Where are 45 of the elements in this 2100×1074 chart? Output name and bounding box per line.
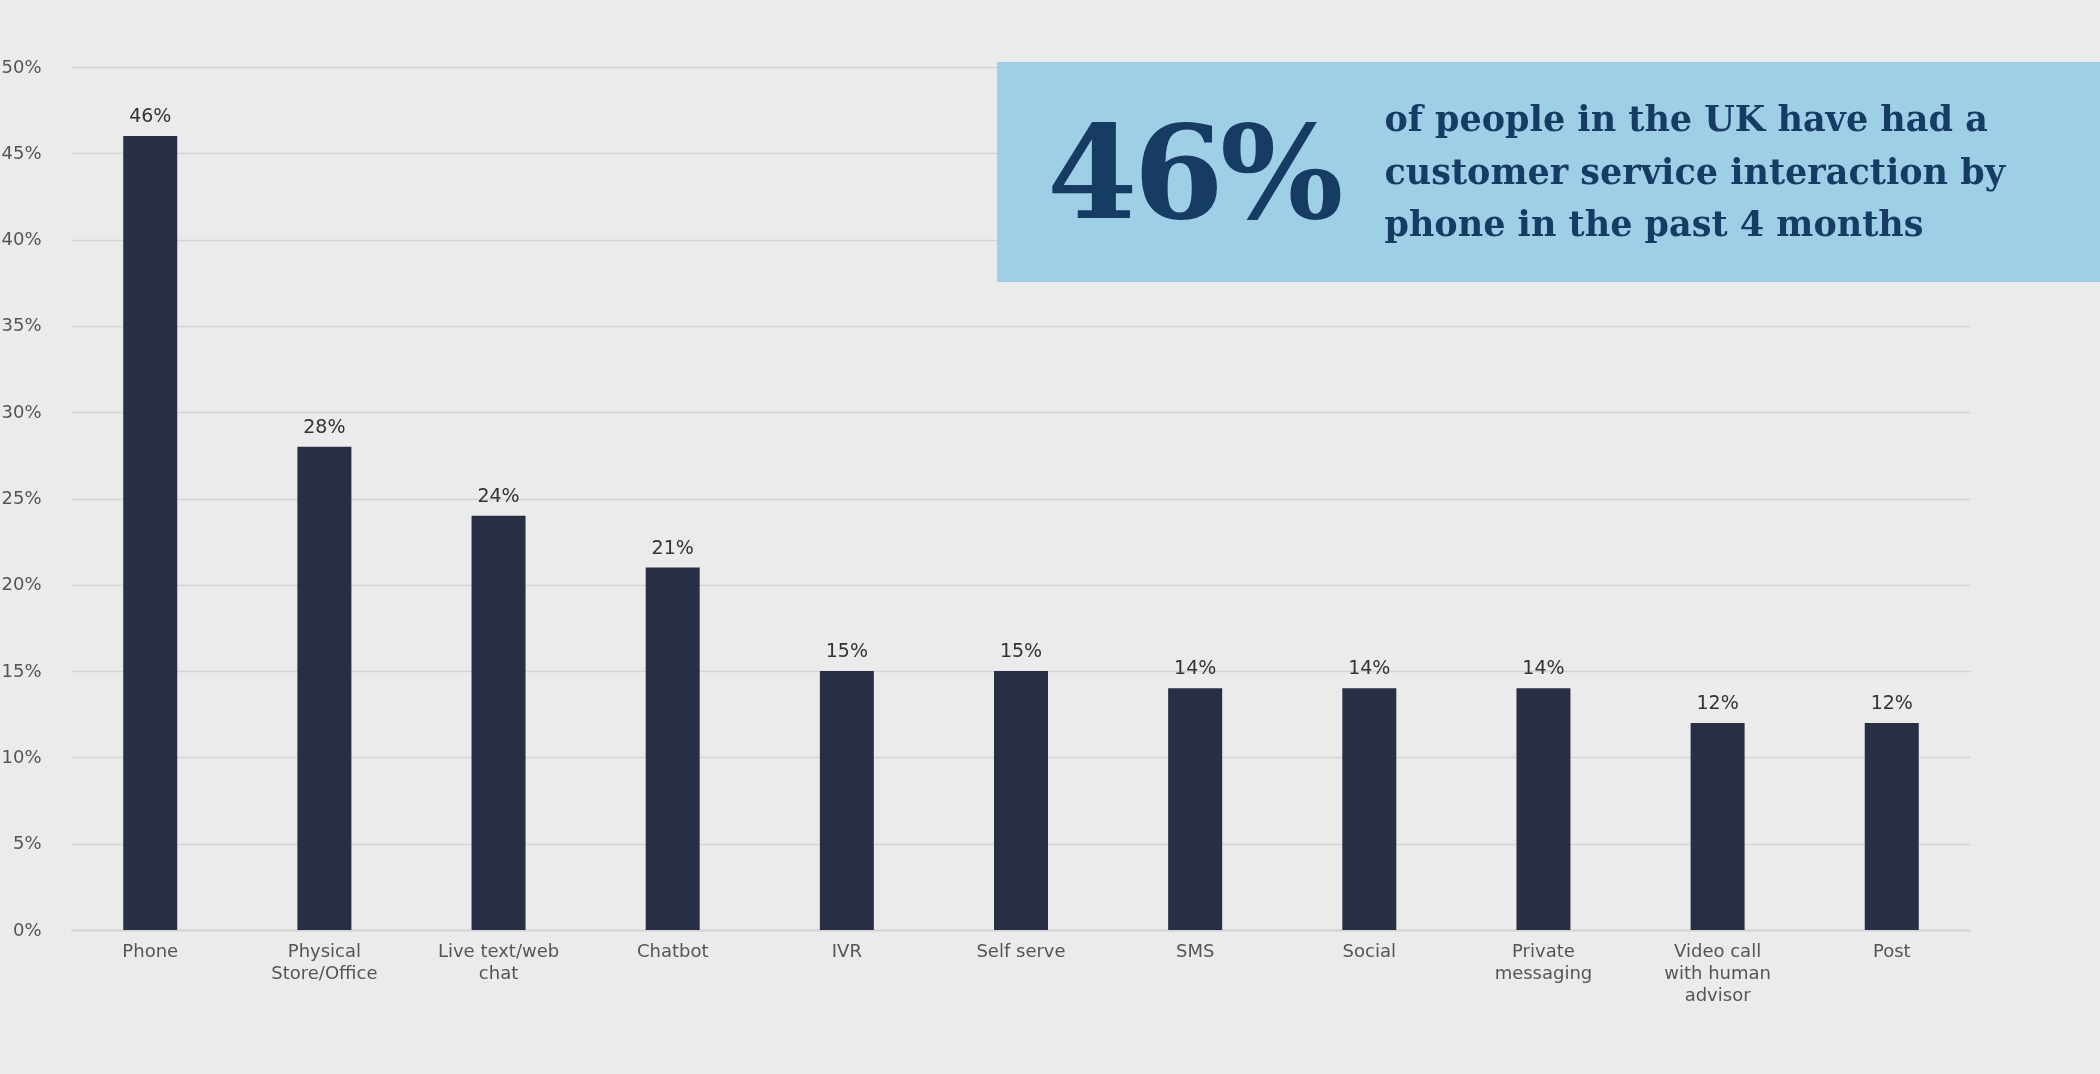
y-tick-label: 35% bbox=[1, 314, 42, 336]
x-tick-label: Physical Store/Office bbox=[271, 939, 378, 983]
x-tick-label: Live text/web chat bbox=[437, 939, 560, 983]
data-label: 15% bbox=[999, 639, 1043, 662]
bar bbox=[1168, 688, 1223, 930]
data-label: 12% bbox=[1696, 690, 1739, 713]
data-label: 14% bbox=[1348, 656, 1391, 679]
bar bbox=[471, 515, 526, 930]
data-label: 24% bbox=[477, 483, 520, 506]
bar bbox=[1342, 688, 1397, 930]
x-tick-label: Video call with human advisor bbox=[1664, 939, 1771, 1005]
bar bbox=[123, 136, 178, 930]
data-label: 46% bbox=[129, 104, 172, 127]
x-tick-label: Post bbox=[1872, 939, 1911, 961]
bar bbox=[1864, 722, 1919, 930]
x-tick-label: IVR bbox=[831, 939, 862, 961]
x-tick-label: Social bbox=[1342, 939, 1396, 961]
annotation: 46% of people in the UK have had a customer service interaction by phone in the past 4 months bbox=[1047, 94, 2007, 251]
x-tick-label: Chatbot bbox=[636, 939, 709, 961]
data-label: 21% bbox=[651, 535, 694, 558]
y-tick-label: 30% bbox=[1, 400, 42, 422]
x-tick-label: Self serve bbox=[976, 939, 1066, 961]
y-tick-label: 50% bbox=[1, 55, 42, 77]
data-label: 28% bbox=[303, 414, 346, 437]
y-tick-label: 40% bbox=[1, 228, 42, 250]
data-label: 14% bbox=[1174, 656, 1217, 679]
data-label: 15% bbox=[825, 639, 868, 662]
bar bbox=[645, 567, 700, 930]
bar bbox=[994, 671, 1048, 930]
x-tick-label: Phone bbox=[122, 939, 179, 961]
data-label: 12% bbox=[1870, 690, 1913, 713]
bar bbox=[1690, 722, 1745, 930]
x-tick-label: SMS bbox=[1175, 939, 1215, 961]
x-tick-label: Private messaging bbox=[1494, 939, 1593, 983]
y-tick-label: 15% bbox=[1, 659, 42, 681]
y-tick-label: 25% bbox=[1, 487, 42, 508]
y-tick-label: 10% bbox=[1, 745, 42, 767]
data-label: 14% bbox=[1522, 656, 1565, 679]
y-tick-label: 45% bbox=[1, 141, 42, 163]
y-tick-label: 20% bbox=[1, 573, 42, 595]
y-tick-label: 0% bbox=[12, 918, 42, 940]
bar bbox=[819, 671, 874, 930]
bar bbox=[297, 446, 352, 930]
bar bbox=[1516, 688, 1571, 930]
y-tick-label: 5% bbox=[12, 832, 42, 854]
